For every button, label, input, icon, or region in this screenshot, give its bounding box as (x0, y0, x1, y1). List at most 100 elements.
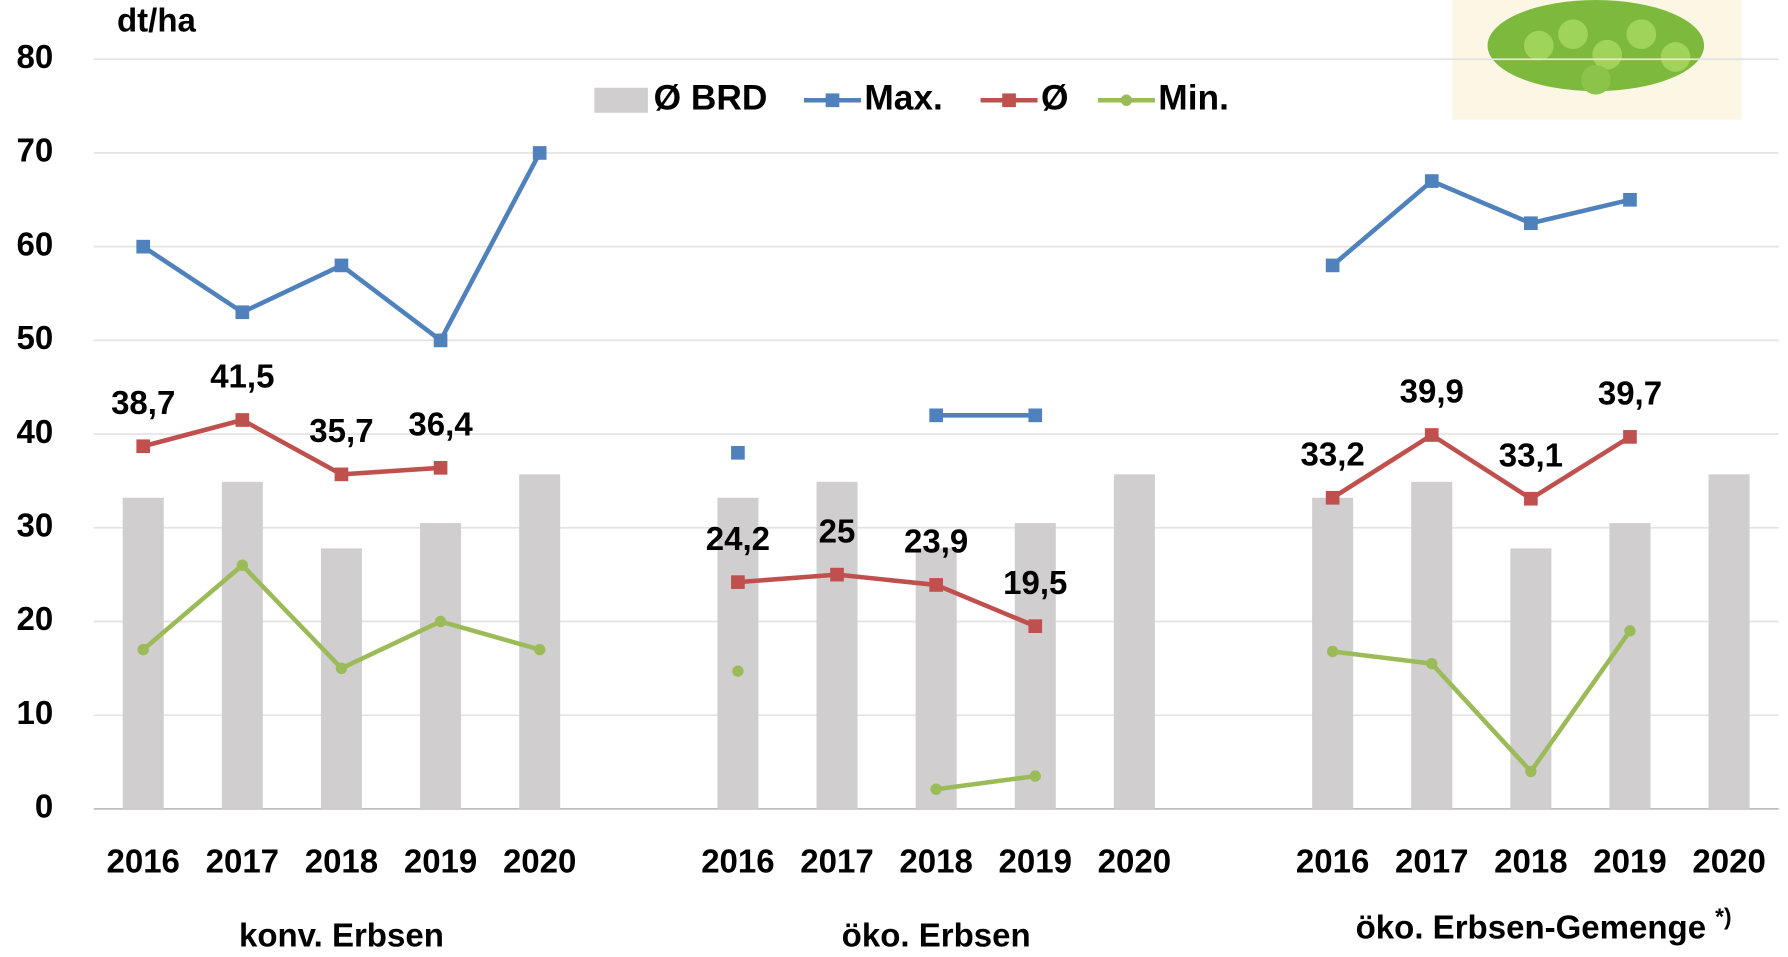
y-tick-label: 10 (16, 694, 53, 731)
x-tick-label: 2017 (1395, 842, 1468, 879)
marker (235, 413, 250, 427)
marker (1426, 657, 1438, 670)
group-label: öko. Erbsen (842, 916, 1031, 953)
marker (235, 305, 250, 320)
x-tick-label: 2020 (1098, 842, 1171, 879)
bar (1510, 548, 1552, 809)
x-tick-label: 2018 (899, 842, 972, 879)
marker (1624, 625, 1636, 637)
marker (929, 408, 943, 423)
data-label: 38,7 (111, 384, 175, 421)
line (737, 572, 1037, 629)
group-note: *) (1715, 903, 1731, 929)
bar (816, 481, 858, 809)
marker (1424, 174, 1439, 188)
marker (1326, 645, 1339, 658)
x-tick-label: 2018 (1494, 842, 1567, 879)
marker (732, 665, 744, 677)
x-tick-label: 2016 (1296, 842, 1369, 879)
y-tick-label: 60 (16, 225, 53, 262)
marker (236, 559, 249, 571)
data-label: 33,1 (1499, 436, 1563, 473)
legend-marker (1120, 94, 1133, 106)
line (142, 417, 441, 477)
data-label: 24,2 (706, 520, 770, 557)
legend-label: Max. (864, 79, 942, 118)
marker (1029, 770, 1041, 782)
marker (1525, 765, 1537, 778)
legend-label: Min. (1158, 79, 1229, 118)
data-label: 36,4 (408, 406, 473, 443)
x-tick-label: 2019 (404, 842, 477, 879)
legend-swatch (594, 87, 648, 113)
bar (717, 497, 759, 809)
bar (1609, 523, 1651, 809)
x-tick-label: 2016 (701, 842, 774, 879)
marker (731, 445, 745, 460)
marker (1028, 408, 1043, 423)
y-tick-label: 0 (35, 788, 53, 825)
bar (1113, 474, 1155, 809)
legend-label: Ø (1041, 79, 1068, 118)
marker (335, 662, 348, 675)
bar (1411, 481, 1453, 809)
data-label: 39,7 (1598, 375, 1662, 412)
bar (420, 523, 462, 809)
legend-item: Min. (1097, 79, 1229, 118)
marker (1325, 490, 1340, 505)
line (1331, 432, 1632, 502)
y-tick-label: 70 (16, 132, 53, 169)
data-label: 33,2 (1300, 435, 1364, 472)
x-tick-label: 2019 (1593, 842, 1666, 879)
bar (221, 481, 263, 809)
marker (929, 578, 943, 592)
marker (434, 615, 447, 628)
data-label: 39,9 (1400, 373, 1464, 410)
data-label: 23,9 (904, 523, 968, 560)
x-tick-label: 2018 (305, 842, 378, 879)
y-tick-label: 30 (16, 506, 53, 543)
marker (1524, 491, 1538, 506)
marker (1524, 216, 1538, 231)
legend-label: Ø BRD (654, 79, 768, 118)
group-label: konv. Erbsen (239, 916, 444, 953)
marker (1623, 430, 1637, 444)
marker (1325, 258, 1340, 273)
marker (334, 467, 349, 482)
bar (1708, 474, 1750, 809)
y-tick-label: 50 (16, 319, 53, 356)
marker (334, 258, 349, 273)
data-label: 25 (819, 512, 856, 549)
line (1331, 178, 1631, 268)
data-label: 19,5 (1003, 564, 1067, 601)
bar (1014, 523, 1056, 809)
marker (1028, 619, 1043, 634)
marker (433, 460, 448, 475)
bar (320, 548, 362, 809)
group-label: öko. Erbsen-Gemenge (1356, 908, 1706, 945)
x-tick-label: 2017 (800, 842, 873, 879)
y-tick-label: 20 (16, 600, 53, 637)
y-unit: dt/ha (117, 2, 197, 39)
data-label: 41,5 (210, 358, 274, 395)
y-tick-label: 40 (16, 413, 53, 450)
x-tick-label: 2020 (503, 842, 576, 879)
marker (136, 439, 151, 454)
legend-marker (1002, 93, 1016, 108)
marker (532, 146, 547, 160)
x-tick-label: 2020 (1692, 842, 1765, 879)
marker (830, 567, 844, 582)
legend-item: Ø BRD (594, 79, 767, 118)
legend-item: Max. (803, 79, 943, 118)
marker (136, 239, 151, 254)
line (1332, 629, 1632, 774)
marker (731, 575, 745, 589)
marker (930, 783, 942, 795)
legend-marker (825, 93, 840, 108)
marker (433, 333, 448, 348)
x-tick-label: 2017 (206, 842, 279, 879)
marker (1424, 428, 1439, 442)
x-tick-label: 2016 (106, 842, 179, 879)
